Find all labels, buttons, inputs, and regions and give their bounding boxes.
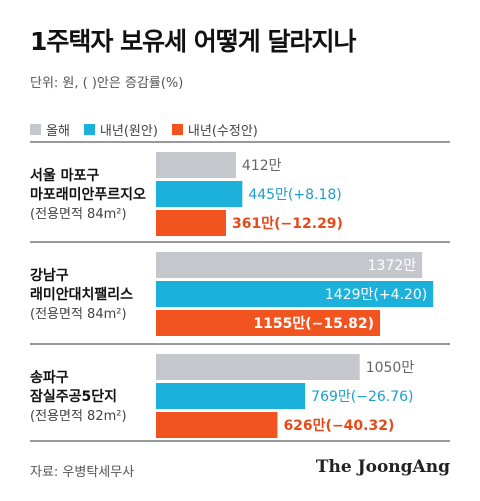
bar-label-1-2: 1155만(−15.82) xyxy=(253,316,374,332)
bar-1-0 xyxy=(156,252,423,278)
bar-0-2 xyxy=(156,210,227,236)
bar-2-0 xyxy=(156,354,360,380)
group-label-0-0: 서울 마포구 xyxy=(30,167,99,184)
bar-label-2-1: 769만(−26.76) xyxy=(311,389,413,405)
group-label-1-2: (전용면적 84m²) xyxy=(30,307,127,322)
bar-1-2 xyxy=(156,310,381,336)
bar-1-1 xyxy=(156,281,434,307)
bar-label-1-0: 1372만 xyxy=(368,258,417,274)
group-label-2-2: (전용면적 82m²) xyxy=(30,409,127,424)
bar-label-2-0: 1050만 xyxy=(366,360,415,376)
legend-item-revised: 내년(수정안) xyxy=(171,120,258,139)
legend-swatch-prev xyxy=(30,124,41,135)
bar-label-2-2: 626만(−40.32) xyxy=(283,418,394,434)
legend-swatch-revised xyxy=(171,124,183,135)
group-label-0-2: (전용면적 84m²) xyxy=(30,207,127,222)
unit-note: 단위: 원, ( )안은 증감률(%) xyxy=(30,76,184,91)
group-label-0-1: 마포래미안푸르지오 xyxy=(30,186,146,203)
legend-item-plan: 내년(원안) xyxy=(83,120,158,139)
group-label-1-1: 래미안대치팰리스 xyxy=(30,286,133,303)
bar-label-0-2: 361만(−12.29) xyxy=(232,216,343,232)
legend-label-prev: 올해 xyxy=(46,124,70,139)
bar-0-0 xyxy=(156,152,236,178)
group-label-2-0: 송파구 xyxy=(30,370,69,386)
legend-label-revised: 내년(수정안) xyxy=(187,124,258,139)
group-label-1-0: 강남구 xyxy=(30,267,69,284)
chart-title: 1주택자 보유세 어떻게 달라지나 xyxy=(30,27,357,56)
source-note: 자료: 우병탁세무사 xyxy=(30,465,135,480)
legend-label-plan: 내년(원안) xyxy=(99,124,158,139)
bar-label-1-1: 1429만(+4.20) xyxy=(325,287,427,303)
legend: 올해 내년(원안) 내년(수정안) xyxy=(30,120,258,139)
bar-2-2 xyxy=(156,412,278,438)
legend-swatch-plan xyxy=(83,124,95,135)
bar-2-1 xyxy=(156,383,306,409)
group-label-2-1: 잠실주공5단지 xyxy=(30,388,117,405)
brand-logo: The JoongAng xyxy=(315,457,450,477)
bar-0-1 xyxy=(156,181,243,207)
legend-item-prev: 올해 xyxy=(30,120,70,139)
bar-label-0-1: 445만(+8.18) xyxy=(248,187,341,203)
bar-label-0-0: 412만 xyxy=(242,158,282,174)
